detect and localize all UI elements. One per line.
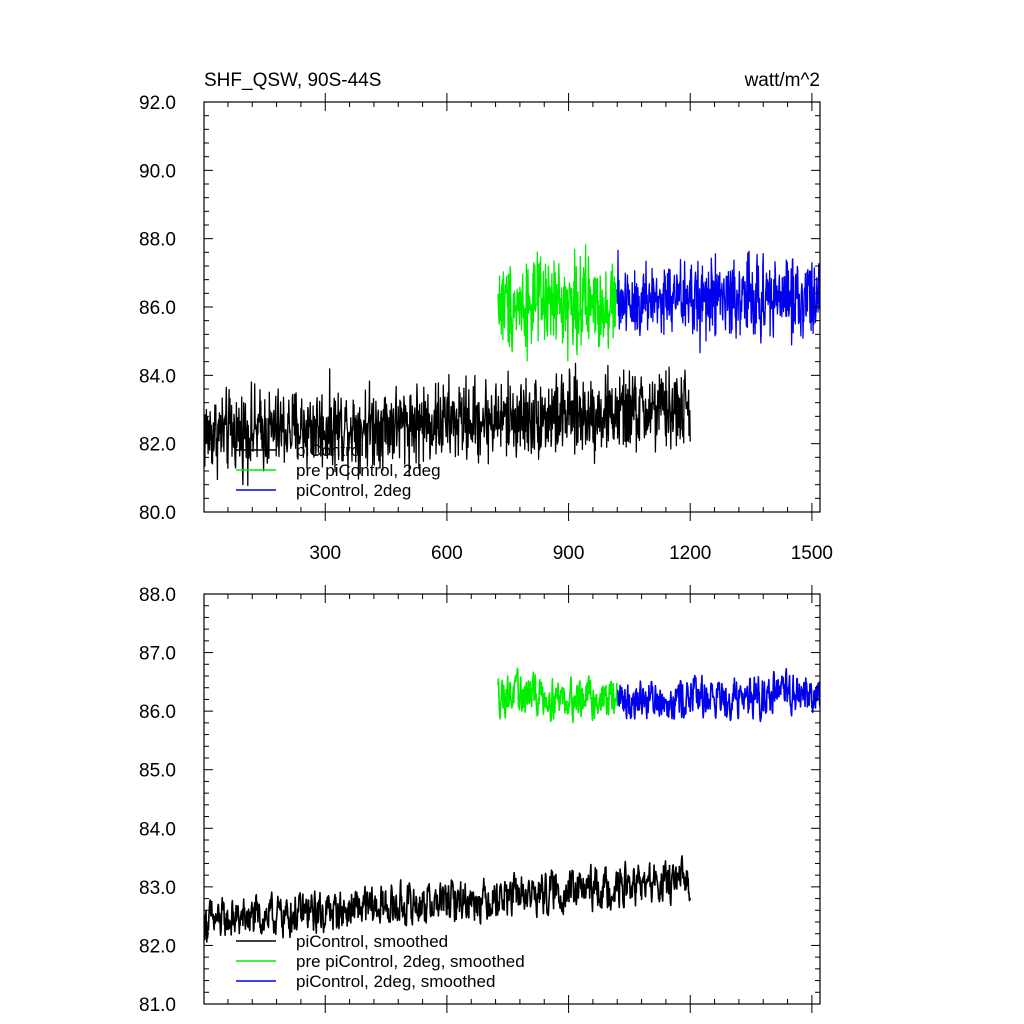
units-label: watt/m^2 [744,70,820,91]
plot-frame [203,593,821,1005]
x-tick-label: 300 [309,543,341,564]
y-tick-label: 84.0 [139,366,176,387]
y-tick-label: 83.0 [139,878,176,899]
y-tick-label: 80.0 [139,503,176,524]
legend-label-1: piControl, smoothed [296,932,448,951]
y-tick-label: 81.0 [139,995,176,1016]
x-tick-label: 1500 [791,543,833,564]
series-line-2 [497,244,618,362]
series-line-3 [616,249,820,354]
y-tick-label: 90.0 [139,161,176,182]
series-line-2 [497,667,618,724]
x-tick-label: 1200 [669,543,711,564]
legend-label-3: piControl, 2deg [296,481,411,500]
series-line-3 [616,667,820,723]
y-tick-label: 82.0 [139,435,176,456]
chart-title: SHF_QSW, 90S-44S [204,70,381,91]
x-tick-label: 600 [431,543,463,564]
series-line-1 [204,855,691,943]
y-tick-label: 92.0 [139,93,176,114]
x-tick-label: 900 [553,543,585,564]
y-tick-label: 86.0 [139,702,176,723]
y-tick-label: 88.0 [139,585,176,606]
y-tick-label: 82.0 [139,936,176,957]
y-tick-label: 85.0 [139,761,176,782]
y-tick-label: 86.0 [139,298,176,319]
legend-label-2: pre piControl, 2deg, smoothed [296,952,525,971]
legend-label-2: pre piControl, 2deg [296,461,441,480]
series-line-1 [204,362,691,487]
y-tick-label: 88.0 [139,230,176,251]
y-tick-label: 87.0 [139,644,176,665]
legend-label-1: piControl [296,441,364,460]
legend-label-3: piControl, 2deg, smoothed [296,972,495,991]
y-tick-label: 84.0 [139,819,176,840]
